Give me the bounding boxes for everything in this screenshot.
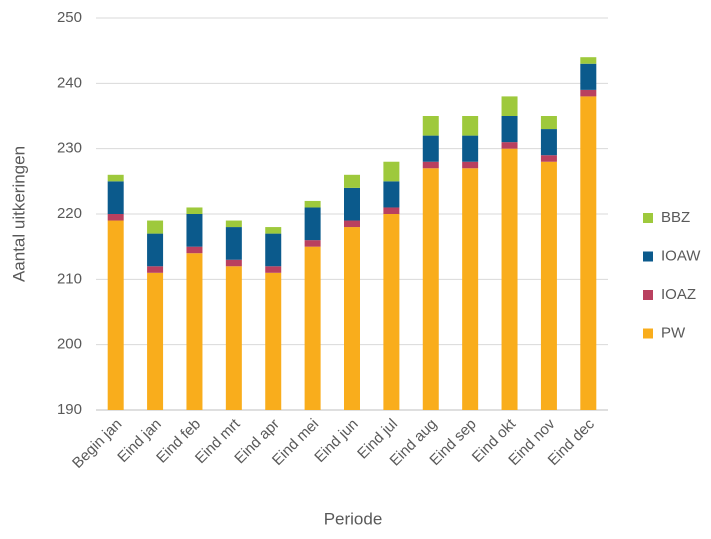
y-tick-label: 240 [57,74,82,91]
bar-segment [107,174,124,182]
bar-segment [462,116,479,136]
bar-segment [580,63,597,90]
bar-segment [304,240,321,247]
bar-segment [107,220,124,410]
bar-segment [383,207,400,214]
bar-segment [304,200,321,208]
bar-segment [304,246,321,410]
bar-segment [501,116,518,143]
bar-segment [344,227,360,410]
bar-segment [147,233,164,267]
y-tick-label: 200 [57,336,82,353]
bar-segment [540,116,557,130]
bar-segment [422,135,439,162]
bar-segment [344,174,360,188]
y-tick-label: 250 [57,9,82,26]
bar-segment [107,181,124,214]
bar-segment [462,135,479,162]
bar-segment [422,161,439,169]
x-tick-label: Eind jun [311,416,361,466]
bar-segment [265,227,282,234]
bar-segment [422,168,439,410]
bar-segment [147,266,164,273]
bar-segment [462,168,479,410]
y-tick-label: 210 [57,270,82,287]
bar-segment [344,220,360,228]
bar-segment [147,220,164,234]
bar-segment [383,214,400,410]
y-tick-label: 190 [57,401,82,418]
bar-segment [383,161,400,182]
legend-label: PW [661,324,686,341]
bar-segment [580,57,597,64]
bar-segment [344,187,360,221]
y-axis-label: Aantal uitkeringen [9,146,28,282]
bar-segment [225,220,242,228]
bar-segment [422,116,439,136]
legend-label: IOAZ [661,286,696,303]
bar-segment [540,161,557,410]
bar-segment [186,246,203,254]
bar-segment [501,148,518,410]
legend-swatch [643,328,653,339]
bar-segment [540,155,557,162]
bar-segment [580,96,597,411]
bar-segment [265,266,282,273]
x-tick-label: Begin jan [69,416,125,472]
y-tick-label: 220 [57,205,82,222]
bar-segment [501,96,518,116]
bar-segment [501,142,518,149]
bar-segment [304,207,321,241]
y-tick-label: 230 [57,140,82,157]
bar-segment [462,161,479,169]
legend-label: BBZ [661,209,690,226]
bar-segment [383,181,400,208]
legend-label: IOAW [661,247,701,264]
bar-segment [186,207,203,214]
legend-swatch [643,290,653,300]
legend-swatch [643,213,653,223]
bar-segment [147,272,164,410]
bar-segment [186,214,203,247]
x-axis-label: Periode [324,509,383,528]
bar-segment [225,266,242,410]
bar-segment [225,259,242,267]
bar-segment [186,253,203,410]
bar-segment [540,129,557,156]
bar-segment [107,214,124,221]
bar-segment [265,233,282,267]
bar-segment [580,89,597,97]
legend-swatch [643,251,653,262]
bar-segment [225,227,242,260]
bar-segment [265,272,282,410]
